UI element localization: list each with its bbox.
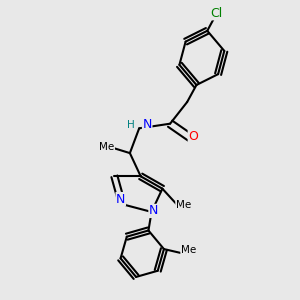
Text: Me: Me (181, 244, 196, 255)
Text: N: N (149, 204, 158, 218)
Text: Me: Me (176, 200, 191, 210)
Text: O: O (188, 130, 198, 143)
Text: N: N (116, 193, 125, 206)
Text: N: N (142, 118, 152, 131)
Text: Me: Me (99, 142, 114, 152)
Text: Cl: Cl (210, 7, 222, 20)
Text: H: H (128, 120, 135, 130)
